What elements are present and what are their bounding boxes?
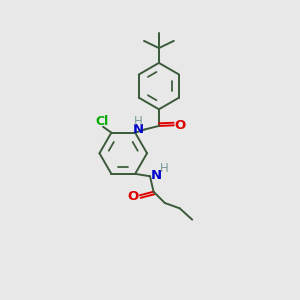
Text: H: H [134,115,143,128]
Text: H: H [160,162,168,175]
Text: O: O [175,119,186,132]
Text: O: O [128,190,139,203]
Text: N: N [151,169,162,182]
Text: N: N [133,123,144,136]
Text: Cl: Cl [95,115,108,128]
